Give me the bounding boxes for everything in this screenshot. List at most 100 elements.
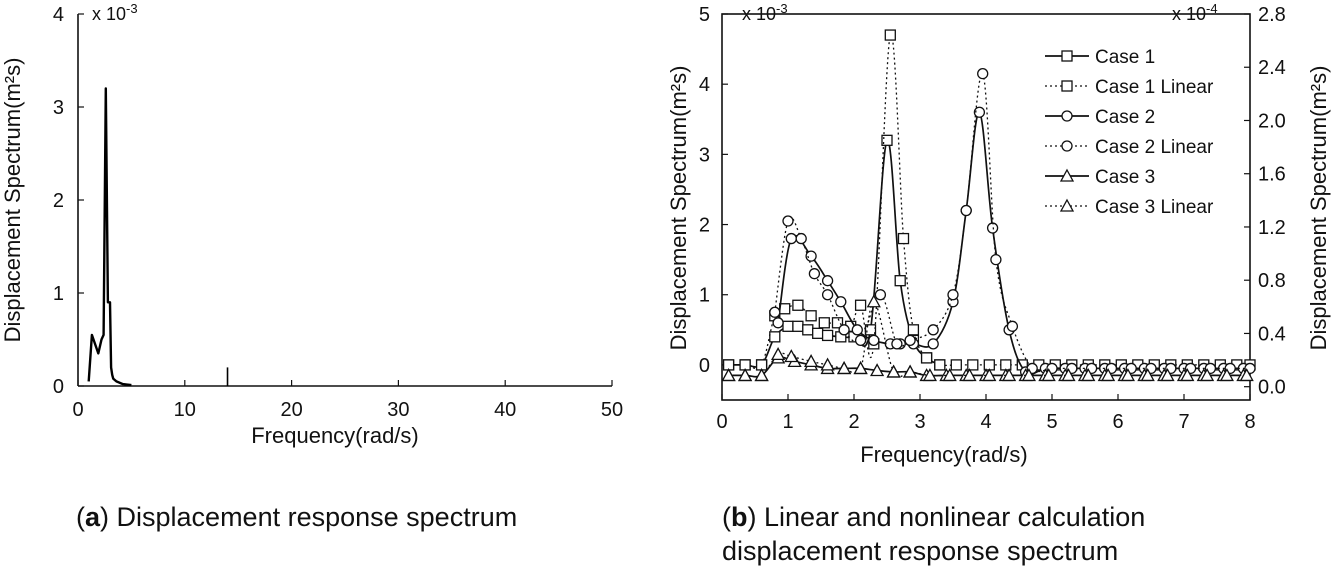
chart-b-point	[805, 250, 817, 262]
chart-a-axes	[77, 14, 612, 387]
chart-b-legend-marker	[1059, 198, 1075, 212]
chart-b-point	[1061, 368, 1076, 382]
chart-b-legend-label: Case 2 Linear	[1095, 137, 1214, 158]
chart-b-xlabel: Frequency(rad/s)	[860, 442, 1028, 467]
chart-b-point	[962, 368, 977, 382]
chart-b-point	[769, 306, 781, 318]
chart-b-point	[721, 368, 736, 382]
chart-b-point	[853, 361, 868, 375]
chart-a-ylabel: Displacement Spectrum(m²s)	[0, 58, 25, 343]
chart-b-point	[1180, 368, 1195, 382]
chart-b-point	[779, 303, 791, 315]
chart-b-multiplier-left-exp: -3	[776, 1, 788, 16]
chart-b-point	[835, 296, 847, 308]
chart-b-point	[854, 299, 867, 311]
chart-b-xtick-label: 2	[848, 411, 859, 433]
chart-b-xtick-label: 6	[1112, 411, 1123, 433]
chart-b-legend-item: Case 3 Linear	[1045, 197, 1214, 218]
chart-b-ylabel-right: Displacement Spectrum(m²s)	[1306, 66, 1331, 351]
chart-b-ytick-right-label: 2.0	[1258, 110, 1286, 132]
chart-b-ytick-right-label: 0.4	[1258, 323, 1286, 345]
chart-b-ytick-right-label: 1.6	[1258, 164, 1286, 186]
chart-b-xtick-label: 3	[914, 411, 925, 433]
chart-b-series-4	[769, 68, 1256, 375]
chart-b-point	[1041, 368, 1056, 382]
chart-a-multiplier: x 10-3	[92, 1, 138, 24]
caption-b-line1-text: ) Linear and nonlinear calculation	[747, 502, 1146, 532]
chart-a-series	[87, 87, 229, 387]
chart-b-point	[795, 232, 807, 245]
chart-b-point	[967, 359, 979, 371]
chart-b-point	[784, 349, 799, 363]
chart-b-point	[812, 327, 824, 339]
chart-b-xtick-label: 5	[1046, 411, 1057, 433]
chart-b-point	[868, 334, 880, 346]
chart-b-point	[1101, 368, 1116, 382]
chart-b-ytick-right-label: 2.8	[1258, 4, 1286, 26]
chart-b-legend-marker	[1061, 80, 1073, 92]
chart-b-ytick-right-label: 1.2	[1258, 217, 1286, 239]
caption-b-line2: displacement response spectrum	[722, 536, 1119, 566]
chart-b-ytick-right-label: 0.8	[1258, 270, 1286, 292]
chart-a-xlabel: Frequency(rad/s)	[251, 423, 419, 448]
chart-b-legend: Case 1 Case 1 Linear Case 2 Case 2 Linear Ca…	[1045, 47, 1214, 218]
chart-b-point	[838, 324, 850, 336]
chart-b-point	[802, 324, 814, 336]
chart-b-legend-item: Case 1	[1045, 47, 1155, 68]
chart-b-point	[1200, 368, 1215, 382]
chart-b-point	[754, 368, 769, 382]
chart-b-point	[1140, 368, 1155, 382]
chart-b-point	[821, 329, 834, 342]
chart-b-point	[927, 324, 939, 336]
chart-b-legend-marker	[1061, 50, 1073, 62]
chart-a-ytick-label: 0	[53, 376, 64, 398]
chart-a-xtick-label: 30	[387, 399, 409, 421]
chart-b-multiplier-right-base: x 10	[1172, 4, 1206, 24]
chart-b-legend-label: Case 3 Linear	[1095, 197, 1214, 218]
chart-b-point	[837, 361, 852, 375]
chart-b-xtick-label: 1	[782, 411, 793, 433]
chart-b-multiplier-left-base: x 10	[742, 4, 776, 24]
chart-b-point	[785, 232, 797, 245]
chart-b-point	[771, 347, 786, 361]
chart-b-legend-marker	[1061, 140, 1073, 152]
chart-b-point	[818, 317, 830, 329]
chart-a-ytick-label: 2	[53, 190, 64, 212]
chart-b-point	[927, 338, 939, 350]
chart-b-legend-label: Case 1 Linear	[1095, 77, 1214, 98]
chart-b-ytick-left-label: 0	[699, 355, 710, 377]
chart-b-point	[990, 253, 1002, 266]
caption-b-line1: (b) Linear and nonlinear calculation	[722, 502, 1146, 532]
chart-b-point	[792, 299, 804, 311]
chart-b-legend-item: Case 2 Linear	[1045, 137, 1214, 158]
chart-b-legend-label: Case 3	[1095, 167, 1155, 188]
chart-b-xtick-label: 4	[980, 411, 991, 433]
chart-b-point	[792, 320, 804, 332]
chart-a-xtick-label: 0	[72, 399, 83, 421]
chart-b-point	[1219, 368, 1234, 382]
chart-b-ytick-right-label: 2.4	[1258, 57, 1286, 79]
chart-b-ytick-left-label: 2	[699, 215, 710, 237]
chart-b-legend-item: Case 2	[1045, 107, 1155, 128]
chart-b-point	[904, 334, 916, 346]
chart-a-ytick-label: 3	[53, 97, 64, 119]
chart-b-point	[782, 215, 794, 227]
chart-b-multiplier-left: x 10-3	[742, 1, 788, 24]
chart-b-series-6	[721, 294, 1254, 382]
chart-b-legend-marker	[1061, 110, 1073, 122]
chart-b-point	[894, 275, 906, 287]
chart-b-point	[907, 324, 920, 336]
caption-b-letter: b	[731, 502, 748, 532]
chart-b-point	[982, 368, 997, 382]
chart-b-point	[769, 331, 781, 343]
chart-b-ytick-left-label: 3	[699, 144, 710, 166]
chart-b-point	[947, 289, 959, 301]
chart-b-point	[891, 338, 903, 350]
chart-b-point	[886, 364, 901, 378]
chart-b-point	[821, 289, 834, 301]
chart-b-point	[920, 352, 933, 364]
chart-b-series	[721, 29, 1256, 382]
chart-b-point	[977, 68, 989, 80]
chart-b-xtick-label: 7	[1178, 411, 1189, 433]
chart-b-multiplier-right-exp: -4	[1206, 1, 1218, 16]
